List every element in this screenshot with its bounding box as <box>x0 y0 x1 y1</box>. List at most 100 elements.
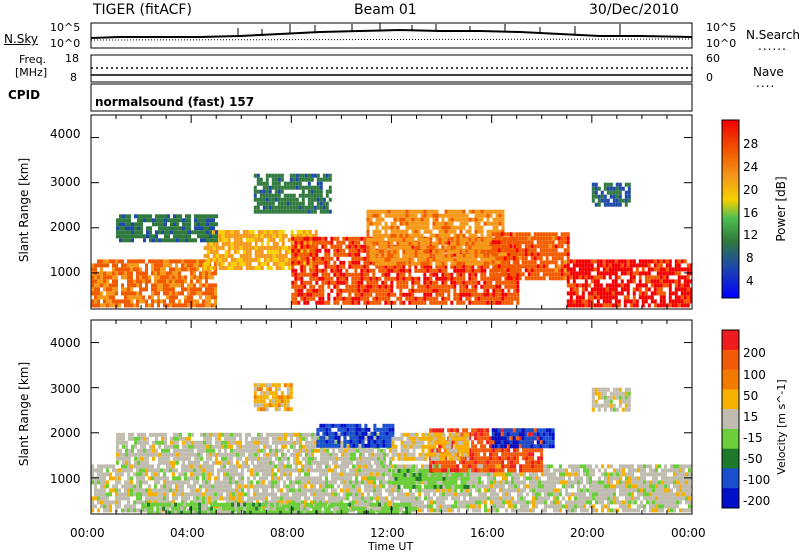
heatmap-cell <box>343 492 346 497</box>
heatmap-cell <box>193 299 196 304</box>
heatmap-cell <box>97 279 100 284</box>
heatmap-cell <box>97 303 100 308</box>
heatmap-cell <box>512 248 516 253</box>
heatmap-cell <box>319 209 323 214</box>
heatmap-cell <box>605 303 609 308</box>
heatmap-cell <box>480 300 484 305</box>
heatmap-cell <box>330 268 334 273</box>
heatmap-cell <box>548 272 552 277</box>
heatmap-cell <box>542 260 546 265</box>
heatmap-cell <box>411 221 415 226</box>
heatmap-cell <box>349 508 352 513</box>
heatmap-cell <box>300 252 304 257</box>
heatmap-cell <box>518 232 522 237</box>
heatmap-cell <box>187 464 190 469</box>
heatmap-cell <box>471 276 475 281</box>
heatmap-cell <box>193 303 196 308</box>
heatmap-cell <box>340 468 343 473</box>
heatmap-cell <box>523 484 526 489</box>
heatmap-cell <box>145 275 148 280</box>
heatmap-cell <box>387 292 391 297</box>
heatmap-cell <box>322 480 325 485</box>
heatmap-cell <box>354 256 358 261</box>
heatmap-cell <box>366 276 370 281</box>
heatmap-cell <box>372 280 376 285</box>
heatmap-cell <box>342 296 346 301</box>
heatmap-cell <box>429 272 433 277</box>
heatmap-cell <box>575 275 579 280</box>
heatmap-cell <box>551 232 555 237</box>
heatmap-cell <box>518 252 522 257</box>
heatmap-cell <box>432 252 436 257</box>
heatmap-cell <box>635 271 639 276</box>
heatmap-cell <box>218 258 222 262</box>
heatmap-cell <box>131 222 134 227</box>
heatmap-cell <box>507 288 511 293</box>
heatmap-cell <box>548 276 552 281</box>
heatmap-cell <box>109 295 112 300</box>
heatmap-cell <box>312 276 316 281</box>
heatmap-cell <box>393 209 397 214</box>
heatmap-cell <box>167 214 170 219</box>
heatmap-cell <box>456 261 460 266</box>
heatmap-cell <box>474 288 478 293</box>
heatmap-cell <box>306 272 310 277</box>
heatmap-cell <box>393 237 397 242</box>
heatmap-cell <box>381 272 385 277</box>
heatmap-cell <box>294 296 298 301</box>
heatmap-cell <box>433 488 436 493</box>
heatmap-cell <box>527 268 531 273</box>
heatmap-cell <box>139 480 142 485</box>
heatmap-cell <box>621 198 625 203</box>
heatmap-cell <box>581 259 585 264</box>
heatmap-cell <box>211 295 214 300</box>
heatmap-cell <box>405 229 409 234</box>
heatmap-cell <box>145 496 148 501</box>
heatmap-cell <box>169 303 172 308</box>
heatmap-cell <box>453 244 457 249</box>
heatmap-cell <box>547 492 550 497</box>
heatmap-cell <box>448 508 451 513</box>
heatmap-cell <box>614 279 618 284</box>
heatmap-cell <box>140 214 143 219</box>
heatmap-cell <box>483 276 487 281</box>
heatmap-cell <box>382 476 385 481</box>
heatmap-cell <box>205 283 208 288</box>
heatmap-cell <box>545 272 549 277</box>
heatmap-cell <box>328 177 332 182</box>
heatmap-cell <box>367 464 370 469</box>
heatmap-cell <box>172 488 175 493</box>
heatmap-cell <box>251 234 255 238</box>
heatmap-cell <box>533 276 537 281</box>
heatmap-cell <box>208 275 211 280</box>
heatmap-cell <box>498 209 502 214</box>
heatmap-cell <box>496 492 499 497</box>
heatmap-cell <box>188 214 191 219</box>
heatmap-cell <box>306 296 310 301</box>
heatmap-cell <box>164 230 167 235</box>
heatmap-cell <box>205 275 208 280</box>
heatmap-cell <box>451 496 454 501</box>
heatmap-cell <box>668 271 672 276</box>
heatmap-cell <box>511 496 514 501</box>
heatmap-cell <box>515 248 519 253</box>
heatmap-cell <box>275 246 279 250</box>
heatmap-cell <box>218 262 222 266</box>
heatmap-cell <box>220 480 223 485</box>
heatmap-cell <box>429 236 433 241</box>
heatmap-cell <box>283 500 286 505</box>
heatmap-cell <box>384 209 388 214</box>
heatmap-cell <box>100 480 103 485</box>
heatmap-cell <box>163 299 166 304</box>
heatmap-cell <box>283 496 286 501</box>
heatmap-cell <box>211 287 214 292</box>
heatmap-cell <box>462 272 466 277</box>
heatmap-cell <box>289 496 292 501</box>
heatmap-cell <box>325 205 329 210</box>
heatmap-cell <box>331 492 334 497</box>
heatmap-cell <box>343 468 346 473</box>
heatmap-cell <box>569 271 573 276</box>
heatmap-cell <box>412 468 415 473</box>
heatmap-cell <box>498 296 502 301</box>
heatmap-cell <box>286 193 290 198</box>
